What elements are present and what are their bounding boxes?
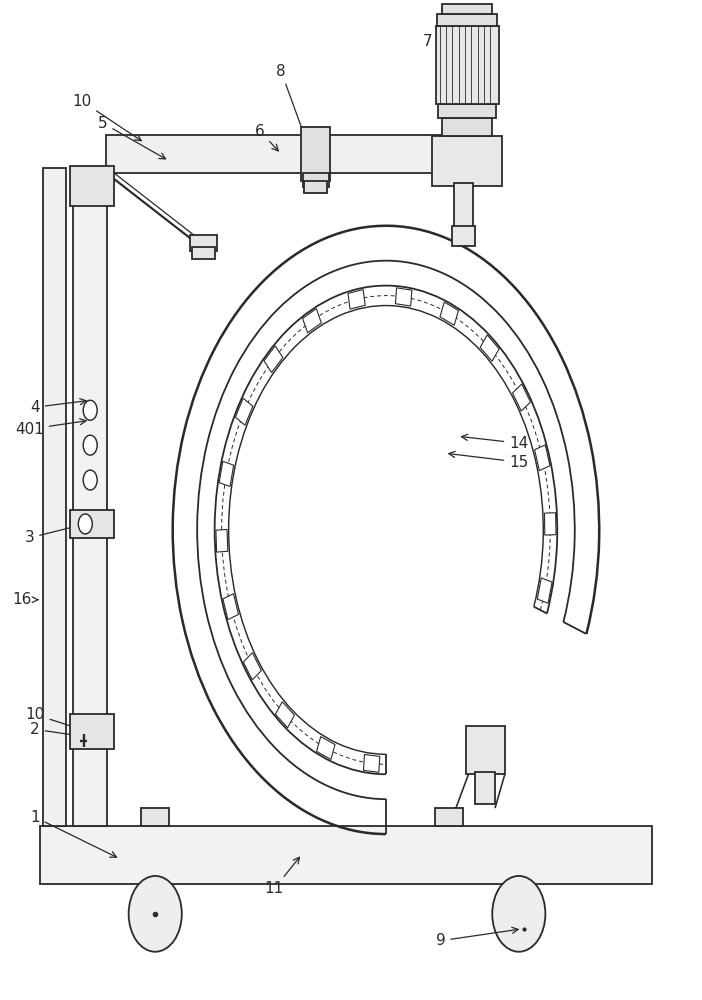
Text: 1: 1 [30,810,117,857]
Bar [432,136,502,186]
Bar [141,808,169,826]
Bar [454,183,472,231]
Bar [451,226,475,246]
Bar [364,754,380,772]
Bar [395,288,412,306]
Bar [74,168,107,826]
Bar [70,714,114,749]
Text: 5: 5 [98,116,166,159]
Text: 6: 6 [256,124,278,151]
Circle shape [492,876,545,952]
Text: 11: 11 [265,857,300,896]
Bar [435,808,463,826]
Bar [440,302,458,325]
Text: 3: 3 [25,523,81,545]
Bar [545,513,556,535]
Bar [190,235,217,251]
Bar [537,578,552,603]
Text: 2: 2 [30,722,86,739]
Bar [275,702,294,728]
Bar [475,772,495,804]
Bar [264,346,283,373]
Bar [244,653,261,680]
Circle shape [79,514,92,534]
Text: 4: 4 [30,399,86,415]
Text: 7: 7 [423,34,456,59]
Text: 14: 14 [461,434,529,451]
Bar [466,726,505,774]
Bar [44,168,66,826]
Bar [438,104,496,118]
Bar [219,461,234,486]
Text: 16: 16 [13,592,32,607]
Bar [436,26,498,104]
Bar [235,398,253,425]
Bar [535,445,550,471]
Bar [442,4,492,14]
Circle shape [84,470,97,490]
Bar [437,14,497,26]
Bar [348,290,365,309]
Bar [192,247,216,259]
Bar [442,118,492,136]
Bar [70,166,114,206]
Bar [216,529,227,552]
Text: 9: 9 [436,927,518,948]
Circle shape [84,435,97,455]
Circle shape [84,400,97,420]
Bar [300,127,330,181]
Bar [317,737,335,759]
Bar [512,384,531,411]
Text: 401: 401 [15,419,86,437]
Bar [40,826,651,884]
Text: 15: 15 [449,451,529,470]
Bar [304,181,327,193]
Bar [70,510,114,538]
Bar [223,594,239,620]
Bar [106,135,442,173]
Text: 10: 10 [72,94,141,141]
Text: 10: 10 [25,707,86,732]
Bar [480,335,499,361]
Text: 8: 8 [277,64,312,154]
Bar [303,173,329,187]
Circle shape [128,876,182,952]
Bar [303,309,322,333]
